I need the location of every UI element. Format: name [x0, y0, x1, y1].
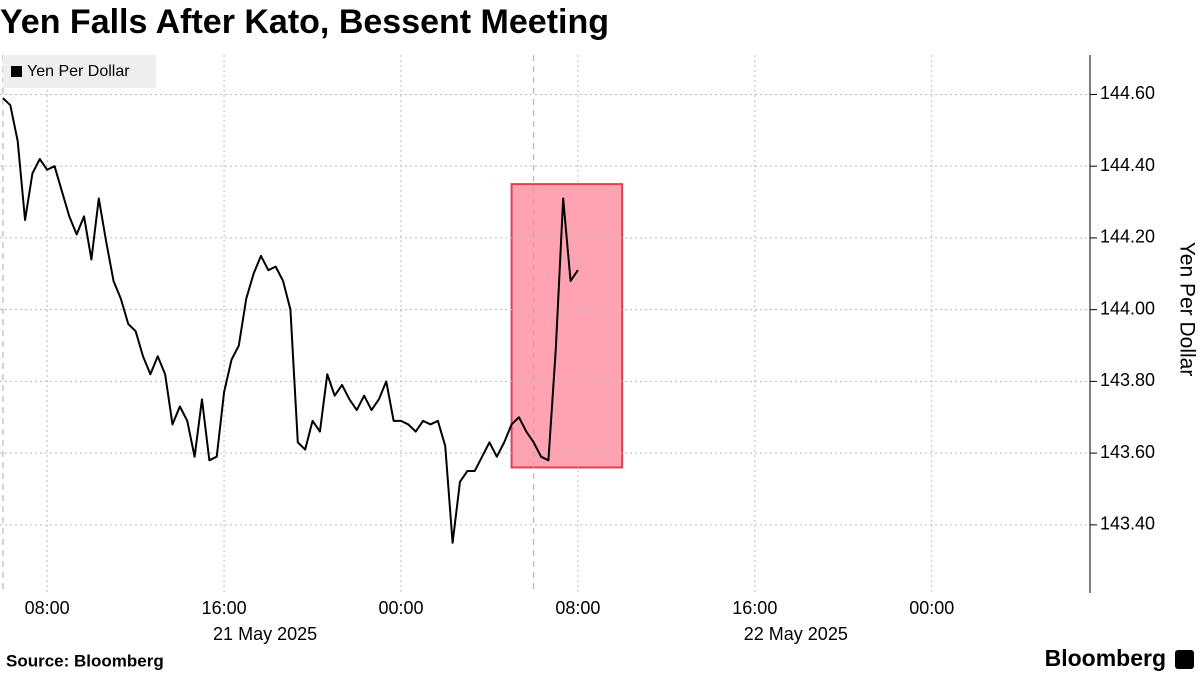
x-tick-label: 16:00 — [732, 598, 777, 618]
x-tick-label: 08:00 — [25, 598, 70, 618]
y-tick-label: 144.60 — [1100, 83, 1155, 103]
x-tick-label: 08:00 — [555, 598, 600, 618]
highlight-box — [510, 183, 624, 469]
y-tick-label: 144.20 — [1100, 227, 1155, 247]
source: Source: Bloomberg — [6, 651, 164, 670]
legend-swatch — [11, 66, 22, 77]
legend-label: Yen Per Dollar — [27, 63, 130, 80]
legend-box — [3, 55, 156, 88]
y-tick-label: 144.40 — [1100, 155, 1155, 175]
brand: Bloomberg — [1045, 645, 1166, 671]
y-tick-label: 144.00 — [1100, 298, 1155, 318]
x-tick-label: 00:00 — [909, 598, 954, 618]
brand-icon — [1175, 650, 1194, 669]
x-tick-label: 16:00 — [202, 598, 247, 618]
y-tick-label: 143.60 — [1100, 442, 1155, 462]
chart-title: Yen Falls After Kato, Bessent Meeting — [0, 3, 609, 41]
x-date-label: 21 May 2025 — [213, 624, 317, 644]
x-tick-label: 00:00 — [378, 598, 423, 618]
line — [2, 97, 579, 544]
y-tick-label: 143.80 — [1100, 370, 1155, 390]
y-tick-label: 143.40 — [1100, 514, 1155, 534]
y-axis-title: Yen Per Dollar — [1175, 242, 1198, 377]
x-date-label: 22 May 2025 — [744, 624, 848, 644]
